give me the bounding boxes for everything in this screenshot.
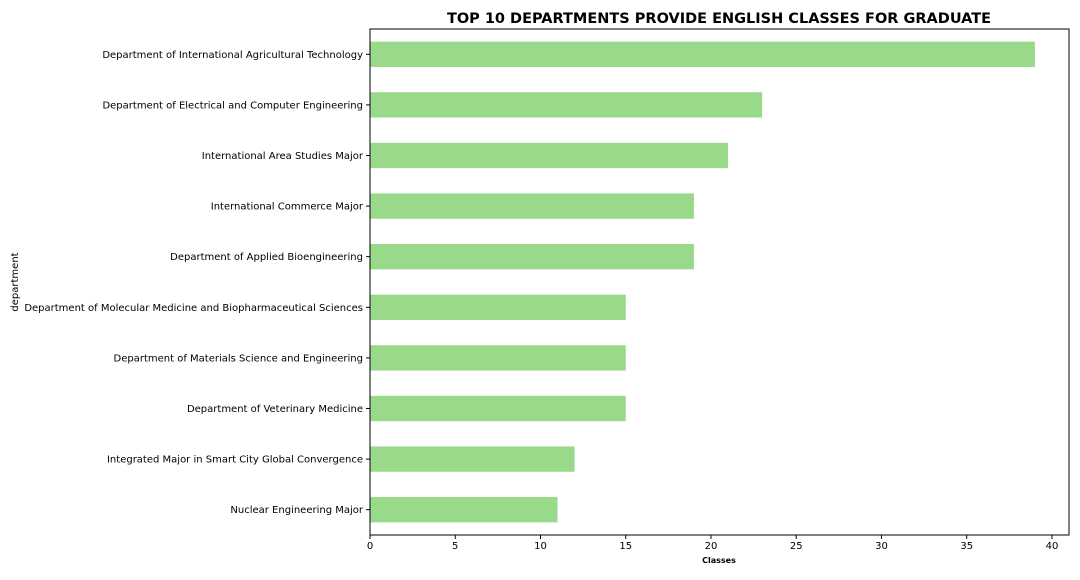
y-tick-label: Department of Applied Bioengineering	[170, 252, 363, 263]
bar	[370, 92, 763, 118]
y-tick-label: International Area Studies Major	[202, 151, 364, 162]
bar	[370, 497, 558, 523]
x-axis-label: Classes	[702, 556, 736, 565]
bar	[370, 244, 694, 270]
bar	[370, 395, 626, 422]
x-tick-label: 0	[367, 541, 373, 552]
bar	[370, 193, 694, 219]
x-tick-label: 35	[960, 541, 973, 552]
x-tick-label: 25	[790, 541, 803, 552]
y-tick-label: Department of Veterinary Medicine	[187, 404, 363, 415]
bar	[370, 345, 626, 371]
y-tick-label: Integrated Major in Smart City Global Co…	[107, 455, 363, 466]
bar	[370, 294, 626, 320]
x-tick-label: 20	[705, 541, 718, 552]
y-tick-label: Department of Materials Science and Engi…	[114, 353, 363, 364]
y-axis-ticks: Department of International Agricultural…	[24, 50, 370, 516]
bar	[370, 142, 729, 169]
x-tick-label: 5	[452, 541, 458, 552]
bars-group	[370, 41, 1035, 523]
y-tick-label: Department of Molecular Medicine and Bio…	[24, 303, 363, 314]
x-axis-ticks: 0 5 10 15 20 25 30 35 40	[367, 535, 1059, 552]
x-tick-label: 40	[1046, 541, 1059, 552]
plot-area-frame	[369, 28, 1070, 536]
y-tick-label: Nuclear Engineering Major	[230, 505, 363, 516]
chart-title: TOP 10 DEPARTMENTS PROVIDE ENGLISH CLASS…	[447, 11, 991, 27]
bar	[370, 41, 1035, 67]
x-tick-label: 15	[619, 541, 632, 552]
y-tick-label: International Commerce Major	[211, 202, 364, 213]
x-tick-label: 30	[875, 541, 888, 552]
y-tick-label: Department of Electrical and Computer En…	[102, 100, 363, 111]
x-tick-label: 10	[534, 541, 547, 552]
bar	[370, 446, 575, 472]
y-axis-label: department	[10, 252, 21, 311]
y-tick-label: Department of International Agricultural…	[102, 50, 363, 61]
